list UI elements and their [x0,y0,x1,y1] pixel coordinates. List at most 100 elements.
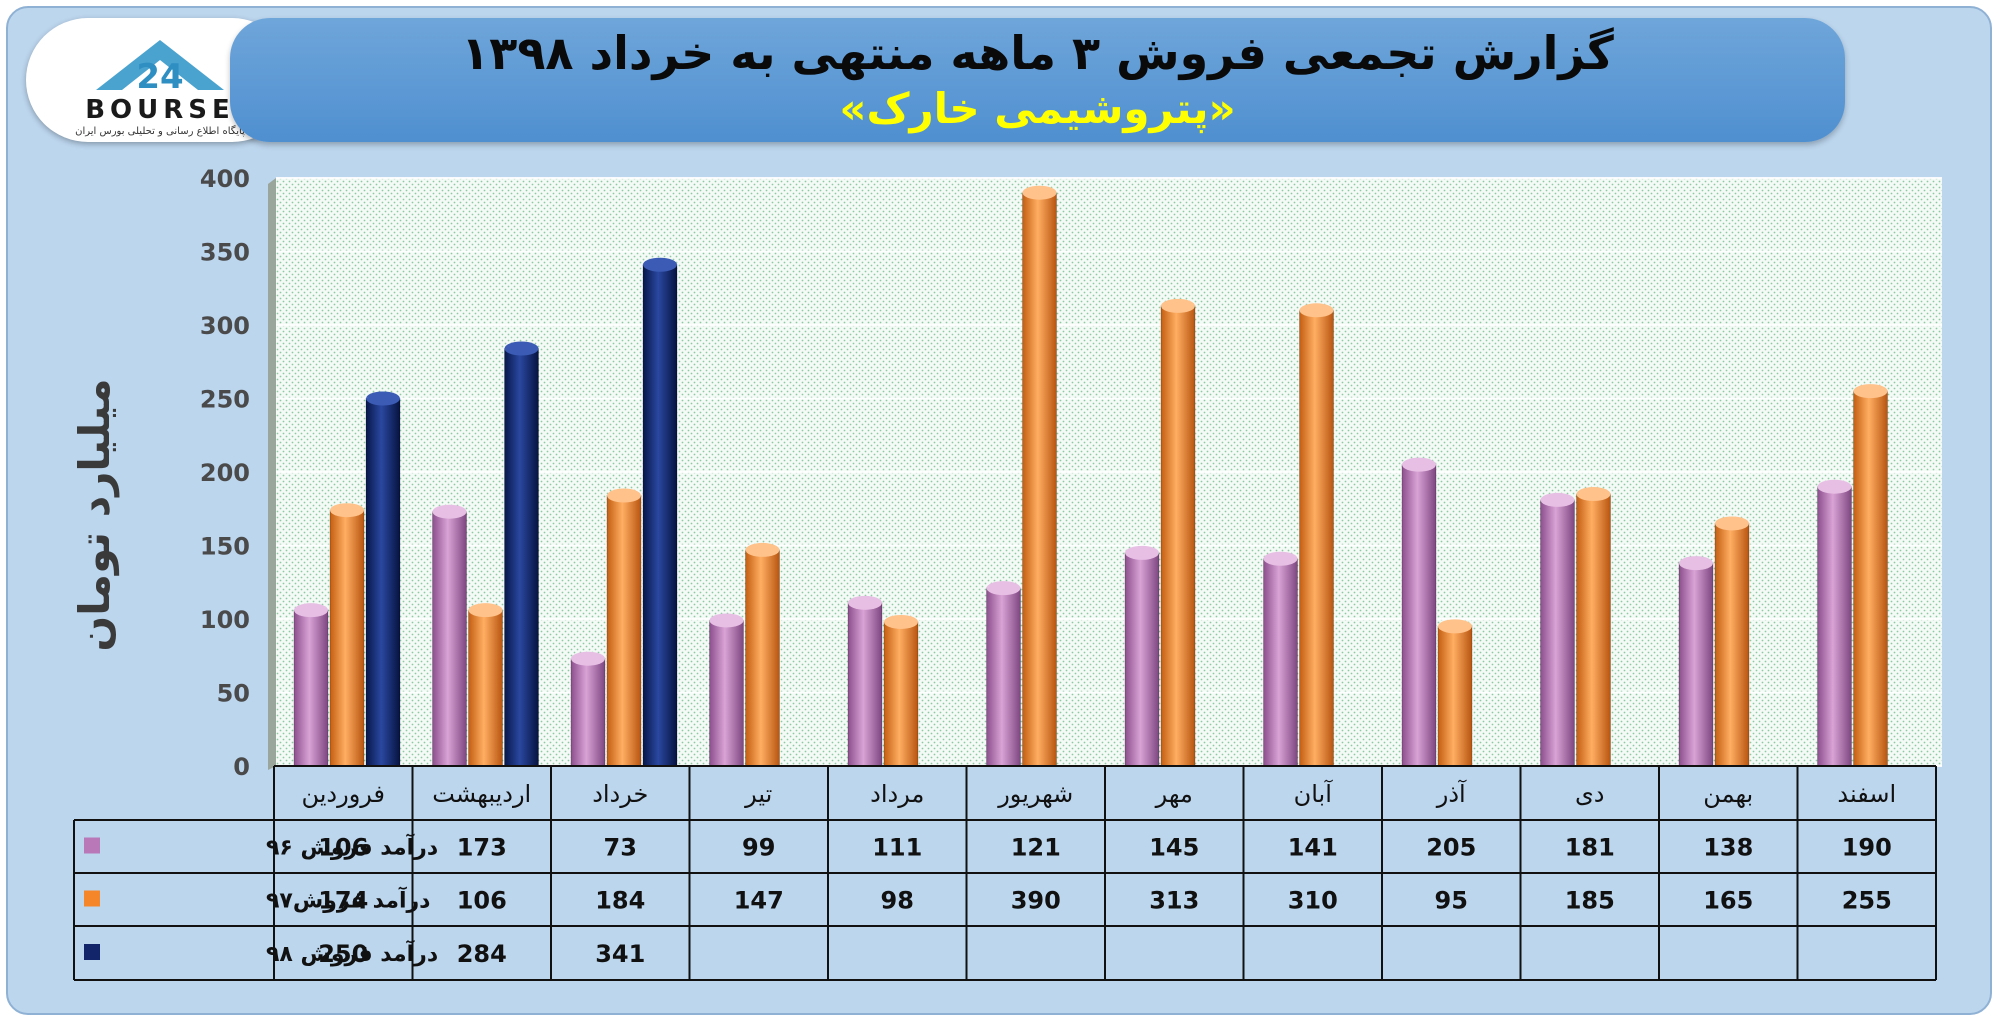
x-category-label: آذر [1436,779,1467,808]
x-category-label: شهریور [997,780,1073,808]
x-category-label: فروردین [301,780,385,808]
x-category-label: خرداد [592,780,648,808]
bar-cap [1263,551,1298,566]
y-tick-label: 300 [200,312,250,340]
bar [1817,486,1852,767]
data-table-value: 341 [595,940,645,968]
bar [1678,562,1714,767]
data-table-value: 181 [1565,834,1615,862]
data-table-value: 147 [734,887,784,915]
data-table-value: 173 [457,834,507,862]
data-table-value: 165 [1703,887,1753,915]
bar [1714,522,1750,767]
bar [1124,552,1160,767]
bar-cap [468,603,503,618]
legend-label: درآمد فروش ۹۸ [266,939,438,967]
bar-cap [709,613,744,628]
bar-cap [1299,303,1334,318]
bar [883,621,919,767]
bar-cap [607,488,641,503]
data-table-value: 98 [881,887,914,915]
bar-cap [1022,185,1057,200]
legend-label: درآمد فروش ۹۶ [266,833,438,861]
data-table-value: 95 [1435,887,1468,915]
bar [642,264,678,767]
bar [1576,493,1611,767]
logo-roof-inner [122,60,198,90]
bar [570,658,606,767]
data-table-value: 310 [1288,887,1338,915]
bar [1540,499,1575,767]
bar-cap [1853,384,1888,399]
x-category-label: بهمن [1703,780,1753,808]
bar [606,495,642,767]
y-tick-label: 150 [200,533,250,561]
logo-number: 24 [136,57,183,97]
bar [745,549,780,767]
data-table-value: 138 [1703,834,1753,862]
y-tick-label: 350 [200,239,250,267]
bar [986,587,1021,767]
x-category-label: دی [1575,780,1604,808]
bar [709,619,744,767]
chart-subtitle: «پتروشیمی خارک» [839,84,1236,133]
legend-swatch [84,890,100,907]
bar [329,509,365,767]
legend-swatch [84,837,100,854]
data-table-value: 141 [1288,834,1338,862]
legend-label: درآمد فروش۹۷ [266,886,430,914]
bar [1022,192,1057,767]
x-category-label: مهر [1155,780,1193,808]
bar-cap [1438,619,1472,634]
bar [847,602,883,767]
data-table-value: 145 [1149,834,1199,862]
chart-title: گزارش تجمعی فروش ۳ ماهه منتهی به خرداد ۱… [461,26,1614,80]
data-table-value: 255 [1842,887,1892,915]
data-table-value: 313 [1149,887,1199,915]
x-category-label: آبان [1294,779,1334,808]
data-table-value: 390 [1011,887,1061,915]
bar [365,398,401,767]
logo-tagline: پایگاه اطلاع رسانی و تحلیلی بورس ایران [75,125,245,137]
bar-cap [1402,457,1436,472]
bar [1437,625,1473,767]
y-tick-label: 100 [200,606,250,634]
bar [468,609,503,767]
y-tick-label: 0 [233,753,250,781]
data-table-value: 185 [1565,887,1615,915]
data-table-value: 174 [318,887,368,915]
x-category-label: مرداد [870,780,924,808]
bar [1401,464,1437,767]
data-table-value: 184 [595,887,645,915]
data-table-value: 190 [1842,834,1892,862]
bar-cap [294,603,328,618]
data-table-value: 73 [604,834,637,862]
plot-side-wall [268,178,276,770]
data-table-value: 121 [1011,834,1061,862]
bar-cap [1679,556,1713,571]
data-table-value: 284 [457,940,507,968]
bar-cap [1540,492,1575,507]
bar [293,609,329,767]
bar [504,348,539,767]
bar-cap [745,542,780,557]
bar [1299,309,1334,767]
data-table-value: 250 [318,940,368,968]
data-table-value: 205 [1426,834,1476,862]
y-tick-label: 400 [200,165,250,193]
logo-graphic: 24 BOURSE پایگاه اطلاع رسانی و تحلیلی بو… [75,40,245,137]
bar-cap [504,341,539,356]
bar [1853,390,1888,767]
data-table-value: 111 [872,834,922,862]
bar-cap [1161,298,1195,313]
bar-cap [571,651,605,666]
y-tick-label: 200 [200,459,250,487]
x-category-label: اردیبهشت [432,780,531,808]
bar-cap [884,614,918,629]
bar-cap [330,503,364,518]
x-category-label: اسفند [1837,780,1896,808]
bar-cap [848,595,882,610]
data-table-value: 106 [318,834,368,862]
bar-cap [1817,479,1852,494]
